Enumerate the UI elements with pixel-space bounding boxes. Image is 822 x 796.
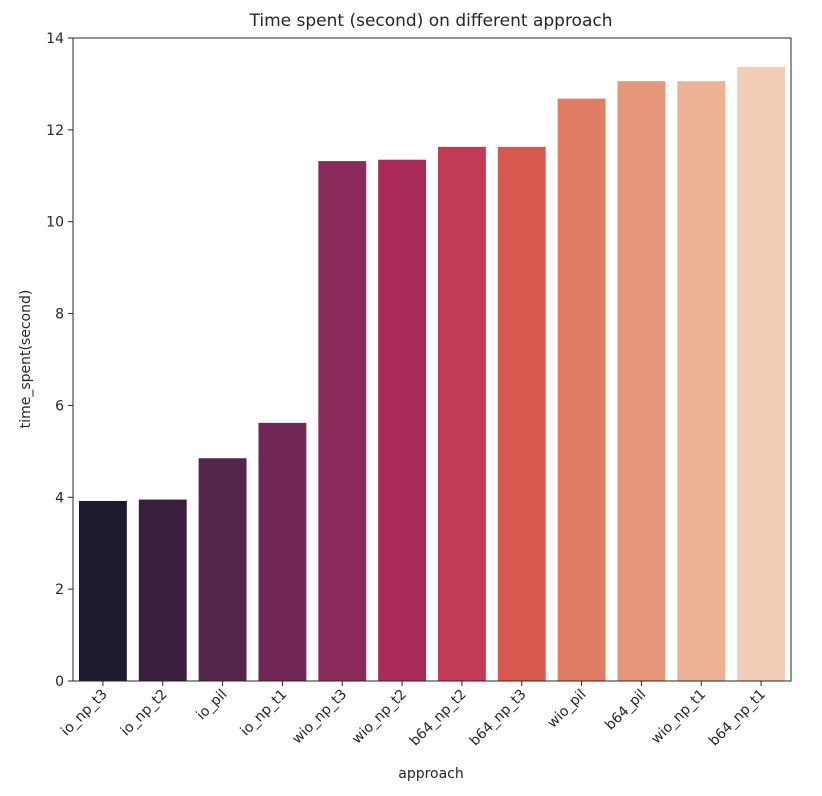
x-axis: io_np_t3 io_np_t2 io_pil io_np_t1wio_np_t3w… [58,681,769,749]
x-tick-label: wio_np_t3 [289,687,350,748]
bar-wio_np_t3 [318,161,367,682]
bar-b64_np_t1 [737,66,786,681]
bar-b64_pil [617,81,666,682]
x-tick-label: io_np_t3 [58,687,111,740]
x-tick-label: b64_np_t2 [407,687,470,750]
x-tick-label: wio_np_t2 [349,687,410,748]
bar-wio_np_t2 [378,159,427,681]
x-tick-label: io_np_t2 [118,687,171,740]
bar-io_pil [198,458,247,681]
bar-io_np_t1 [258,422,307,681]
x-tick-label: b64_pil [602,687,649,734]
x-axis-title: approach [398,766,464,782]
bars-layer [78,66,786,682]
x-tick-label: wio_np_t1 [648,687,709,748]
x-tick-label: b64_np_t3 [467,687,530,750]
x-tick-label: io_np_t1 [237,687,290,740]
bar-wio_pil [557,98,606,681]
y-tick-label: 2 [55,582,64,598]
y-tick-label: 14 [46,31,64,47]
x-tick-label: wio_pil [544,687,589,732]
bar-b64_np_t2 [437,146,486,682]
y-axis-title: time_spent(second) [18,290,34,429]
bar-b64_np_t3 [497,146,546,682]
y-tick-label: 8 [55,307,64,323]
plot-frame [72,37,792,682]
bar-io_np_t2 [138,499,187,681]
x-tick-label: io_pil [194,687,231,724]
bar-wio_np_t1 [677,81,726,682]
y-tick-label: 12 [46,123,64,139]
y-tick-label: 10 [46,215,64,231]
chart-title: Time spent (second) on different approac… [249,11,613,31]
y-tick-label: 6 [55,398,64,414]
x-tick-label: b64_np_t1 [706,687,769,750]
bar-io_np_t3 [78,500,127,681]
y-tick-label: 0 [55,674,64,690]
y-tick-label: 4 [55,490,64,506]
y-axis: 0 2 4 6 8 10 12 14 [46,31,73,690]
